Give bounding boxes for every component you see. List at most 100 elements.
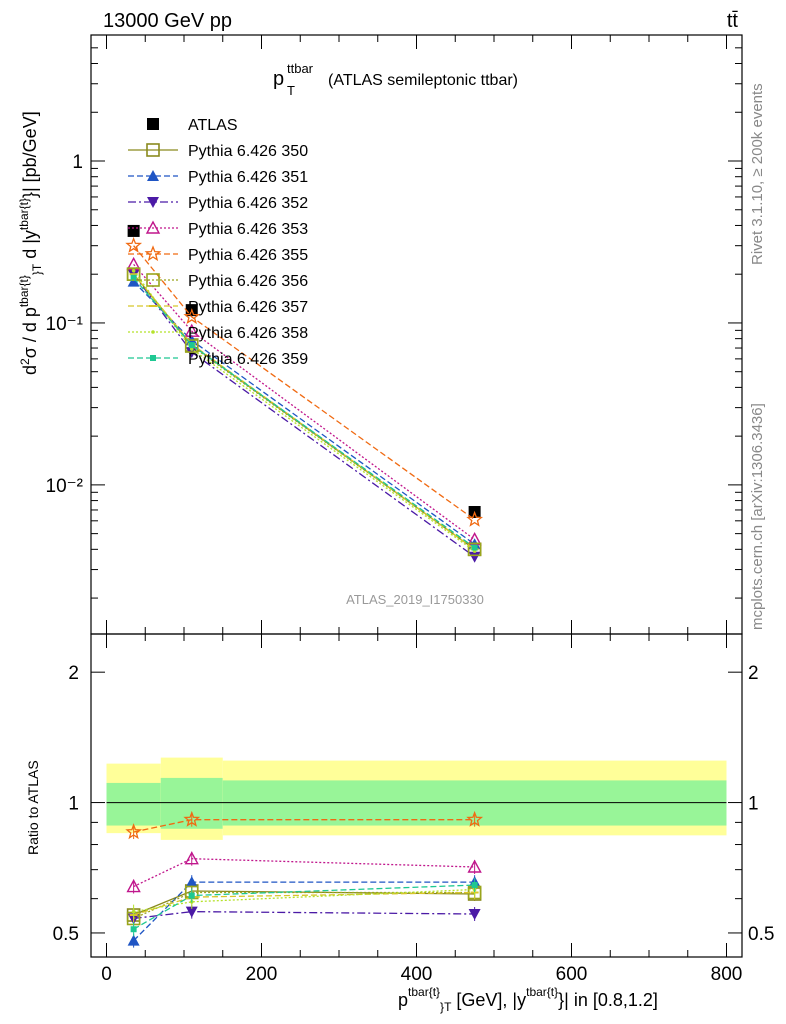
ratio-pythia-6.426-353: [126, 851, 482, 894]
legend-marker: [151, 330, 155, 334]
ratio-xtick-label: 200: [246, 964, 278, 985]
legend-label: ATLAS: [188, 117, 238, 134]
series-pythia-6.426-359: [130, 274, 478, 551]
series-pythia-6.426-351: [127, 275, 481, 550]
main-axes: 10⁻² 10⁻¹ 1: [46, 34, 742, 634]
ratio-line: [133, 891, 475, 916]
data-point: [467, 542, 482, 557]
legend-marker: [150, 355, 156, 361]
ratio-xtick-label: 0: [101, 964, 112, 985]
data-point: [131, 268, 136, 273]
process-label: tt̄: [727, 10, 739, 32]
series-line: [133, 281, 476, 545]
data-point: [183, 308, 201, 325]
ratio-ytick-label-left: 0.5: [53, 924, 79, 945]
legend-entry: Pythia 6.426 351: [128, 169, 308, 186]
legend-label: Pythia 6.426 351: [188, 169, 308, 186]
data-point: [189, 347, 194, 351]
legend-entry: Pythia 6.426 359: [128, 351, 308, 368]
ratio-point: [185, 906, 198, 918]
legend-label: Pythia 6.426 356: [188, 273, 308, 290]
ratio-pythia-6.426-355: [125, 810, 484, 840]
rivet-label: Rivet 3.1.10, ≥ 200k events: [749, 83, 766, 265]
ratio-point: [471, 882, 478, 889]
series-line: [133, 277, 476, 549]
title-rest: (ATLAS semileptonic ttbar): [328, 72, 518, 89]
title-sup: ttbar: [287, 61, 314, 76]
legend-marker: [147, 197, 159, 208]
ratio-ytick-label-right: 1: [748, 794, 759, 815]
main-ytick-label: 10⁻²: [46, 476, 84, 497]
data-point: [468, 551, 481, 563]
legend-entry: Pythia 6.426 350: [128, 143, 308, 160]
ratio-ytick-label-right: 2: [748, 663, 759, 684]
ratio-ylabel: Ratio to ATLAS: [25, 760, 41, 855]
analysis-watermark: ATLAS_2019_I1750330: [346, 592, 484, 607]
data-point: [188, 342, 195, 349]
series-line: [133, 273, 476, 558]
legend-marker: [146, 273, 160, 287]
main-ytick-label: 10⁻¹: [46, 314, 84, 335]
mcplots-label: mcplots.cern.ch [arXiv:1306.3436]: [749, 403, 766, 630]
legend-label: Pythia 6.426 357: [188, 299, 308, 316]
ratio-point: [126, 879, 141, 893]
legend-label: Pythia 6.426 359: [188, 351, 308, 368]
ratio-point: [125, 823, 142, 840]
data-point: [466, 510, 483, 527]
legend: ATLAS Pythia 6.426 350 Pythia 6.426 351 Pyt…: [128, 117, 308, 368]
ratio-point: [188, 892, 195, 899]
title-sub: T: [287, 83, 295, 98]
ratio-point: [131, 909, 136, 914]
ratio-pythia-6.426-359: [130, 878, 478, 937]
legend-marker: [145, 220, 161, 234]
legend-entry: ATLAS: [147, 117, 238, 134]
legend-entry: Pythia 6.426 358: [128, 325, 308, 342]
ratio-ytick-label-left: 1: [68, 794, 79, 815]
ratio-series: [125, 810, 484, 948]
ratio-point: [127, 934, 140, 946]
main-series: [125, 224, 483, 563]
data-point: [184, 339, 199, 353]
series-atlas: [127, 224, 481, 519]
legend-marker: [147, 170, 159, 181]
ratio-point: [468, 909, 481, 921]
ratio-xlabel: ptbar{t}}T [GeV], |ytbar{t}}| in [0.8,1.…: [398, 985, 658, 1014]
legend-label: Pythia 6.426 352: [188, 195, 308, 212]
ratio-point: [184, 851, 199, 865]
legend-label: Pythia 6.426 353: [188, 221, 308, 238]
legend-marker: [146, 143, 160, 157]
data-point: [467, 532, 482, 546]
ratio-point: [185, 876, 198, 888]
ratio-ytick-label-right: 0.5: [748, 924, 774, 945]
main-ytick-label: 1: [72, 152, 83, 173]
ratio-pythia-6.426-352: [127, 904, 481, 926]
legend-label: Pythia 6.426 350: [188, 143, 308, 160]
legend-entry: Pythia 6.426 357: [128, 299, 308, 316]
collision-label: 13000 GeV pp: [103, 10, 232, 32]
series-line: [133, 245, 476, 521]
data-point: [471, 544, 478, 551]
ratio-xtick-label: 600: [556, 964, 588, 985]
data-point: [127, 275, 140, 287]
legend-entry: Pythia 6.426 355: [128, 245, 308, 264]
ratio-axes: 0.5 0.5 1 1 2 2 0 200 400 600 800: [53, 634, 774, 985]
ratio-pythia-6.426-356: [126, 885, 482, 926]
ratio-pythia-6.426-350: [126, 883, 482, 923]
main-ylabel: d2σ / d ptbar{t}}T d |ytbar{t}}| [pb/GeV…: [17, 111, 44, 375]
ratio-line: [133, 891, 475, 920]
legend-entry: Pythia 6.426 356: [128, 273, 308, 290]
title-main: p: [273, 68, 284, 90]
ratio-point: [467, 859, 482, 873]
plot-title: p ttbar T (ATLAS semileptonic ttbar): [273, 61, 518, 98]
ratio-line: [133, 910, 475, 920]
ratio-point: [130, 926, 137, 933]
data-point: [127, 224, 140, 237]
data-point: [130, 274, 137, 281]
band-inner: [106, 782, 161, 826]
legend-label: Pythia 6.426 355: [188, 247, 308, 264]
ratio-xtick-label: 400: [401, 964, 433, 985]
ratio-uncertainty-band: [106, 757, 727, 840]
legend-label: Pythia 6.426 358: [188, 325, 308, 342]
data-point: [125, 236, 143, 253]
ratio-xtick-label: 800: [711, 964, 743, 985]
